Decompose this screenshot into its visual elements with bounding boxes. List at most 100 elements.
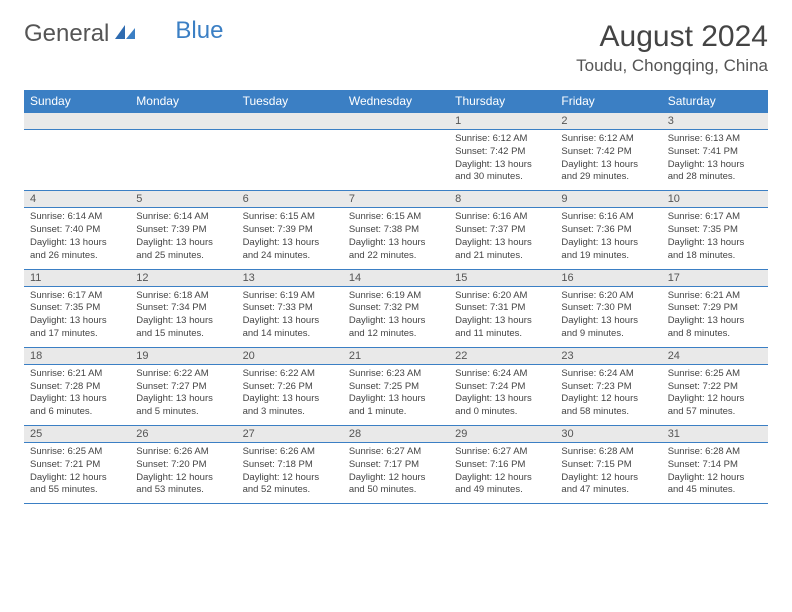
daylight-text: Daylight: 13 hours and 3 minutes. [243, 393, 337, 419]
sunset-text: Sunset: 7:32 PM [349, 302, 443, 315]
day-number [130, 113, 236, 130]
day-number: 4 [24, 191, 130, 208]
day-number: 22 [449, 347, 555, 364]
day-header: Sunday [24, 90, 130, 112]
daynum-row: 25262728293031 [24, 426, 768, 443]
daylight-text: Daylight: 13 hours and 8 minutes. [668, 315, 762, 341]
sunset-text: Sunset: 7:41 PM [668, 146, 762, 159]
day-header: Thursday [449, 90, 555, 112]
daynum-row: 45678910 [24, 191, 768, 208]
day-cell: Sunrise: 6:12 AMSunset: 7:42 PMDaylight:… [449, 130, 555, 191]
sunset-text: Sunset: 7:40 PM [30, 224, 124, 237]
daynum-row: 18192021222324 [24, 347, 768, 364]
sunset-text: Sunset: 7:18 PM [243, 459, 337, 472]
daylight-text: Daylight: 12 hours and 53 minutes. [136, 472, 230, 498]
logo-sail-icon [115, 20, 137, 48]
sunrise-text: Sunrise: 6:25 AM [30, 446, 124, 459]
daylight-text: Daylight: 13 hours and 0 minutes. [455, 393, 549, 419]
day-cell: Sunrise: 6:27 AMSunset: 7:17 PMDaylight:… [343, 443, 449, 504]
day-number: 10 [662, 191, 768, 208]
day-cell: Sunrise: 6:25 AMSunset: 7:22 PMDaylight:… [662, 364, 768, 425]
day-cell: Sunrise: 6:14 AMSunset: 7:40 PMDaylight:… [24, 208, 130, 269]
daylight-text: Daylight: 13 hours and 12 minutes. [349, 315, 443, 341]
day-number: 18 [24, 347, 130, 364]
sunset-text: Sunset: 7:35 PM [668, 224, 762, 237]
brand-logo: General Blue [24, 20, 223, 48]
data-row: Sunrise: 6:21 AMSunset: 7:28 PMDaylight:… [24, 364, 768, 425]
day-number: 23 [555, 347, 661, 364]
day-number [343, 113, 449, 130]
day-cell: Sunrise: 6:13 AMSunset: 7:41 PMDaylight:… [662, 130, 768, 191]
daylight-text: Daylight: 13 hours and 22 minutes. [349, 237, 443, 263]
day-number [237, 113, 343, 130]
sunrise-text: Sunrise: 6:16 AM [455, 211, 549, 224]
sunrise-text: Sunrise: 6:19 AM [243, 290, 337, 303]
daylight-text: Daylight: 12 hours and 50 minutes. [349, 472, 443, 498]
day-number: 6 [237, 191, 343, 208]
sunrise-text: Sunrise: 6:22 AM [243, 368, 337, 381]
sunset-text: Sunset: 7:14 PM [668, 459, 762, 472]
day-number: 14 [343, 269, 449, 286]
sunrise-text: Sunrise: 6:24 AM [455, 368, 549, 381]
day-number: 27 [237, 426, 343, 443]
sunset-text: Sunset: 7:16 PM [455, 459, 549, 472]
sunrise-text: Sunrise: 6:19 AM [349, 290, 443, 303]
day-cell [24, 130, 130, 191]
sunset-text: Sunset: 7:36 PM [561, 224, 655, 237]
calendar-body: 12 3 Sunrise: 6:12 AMSunset: 7:42 PMDaylig… [24, 112, 768, 504]
daylight-text: Daylight: 13 hours and 11 minutes. [455, 315, 549, 341]
daylight-text: Daylight: 12 hours and 57 minutes. [668, 393, 762, 419]
sunrise-text: Sunrise: 6:27 AM [455, 446, 549, 459]
sunrise-text: Sunrise: 6:15 AM [349, 211, 443, 224]
day-number: 9 [555, 191, 661, 208]
day-number [24, 113, 130, 130]
daylight-text: Daylight: 13 hours and 1 minute. [349, 393, 443, 419]
day-number: 16 [555, 269, 661, 286]
day-cell: Sunrise: 6:24 AMSunset: 7:23 PMDaylight:… [555, 364, 661, 425]
day-number: 15 [449, 269, 555, 286]
daylight-text: Daylight: 13 hours and 5 minutes. [136, 393, 230, 419]
day-cell [237, 130, 343, 191]
day-number: 24 [662, 347, 768, 364]
sunrise-text: Sunrise: 6:28 AM [668, 446, 762, 459]
sunrise-text: Sunrise: 6:12 AM [455, 133, 549, 146]
sunset-text: Sunset: 7:20 PM [136, 459, 230, 472]
data-row: Sunrise: 6:25 AMSunset: 7:21 PMDaylight:… [24, 443, 768, 504]
brand-part1: General [24, 20, 109, 48]
day-number: 2 [555, 113, 661, 130]
daylight-text: Daylight: 13 hours and 17 minutes. [30, 315, 124, 341]
sunrise-text: Sunrise: 6:13 AM [668, 133, 762, 146]
day-cell: Sunrise: 6:14 AMSunset: 7:39 PMDaylight:… [130, 208, 236, 269]
title-block: August 2024 Toudu, Chongqing, China [576, 20, 768, 76]
day-number: 31 [662, 426, 768, 443]
sunset-text: Sunset: 7:34 PM [136, 302, 230, 315]
sunset-text: Sunset: 7:39 PM [243, 224, 337, 237]
daylight-text: Daylight: 13 hours and 14 minutes. [243, 315, 337, 341]
sunrise-text: Sunrise: 6:26 AM [243, 446, 337, 459]
sunset-text: Sunset: 7:37 PM [455, 224, 549, 237]
day-number: 30 [555, 426, 661, 443]
day-number: 12 [130, 269, 236, 286]
day-number: 25 [24, 426, 130, 443]
data-row: Sunrise: 6:17 AMSunset: 7:35 PMDaylight:… [24, 286, 768, 347]
day-cell: Sunrise: 6:27 AMSunset: 7:16 PMDaylight:… [449, 443, 555, 504]
daylight-text: Daylight: 13 hours and 15 minutes. [136, 315, 230, 341]
daylight-text: Daylight: 13 hours and 19 minutes. [561, 237, 655, 263]
day-cell: Sunrise: 6:18 AMSunset: 7:34 PMDaylight:… [130, 286, 236, 347]
day-number: 3 [662, 113, 768, 130]
day-cell: Sunrise: 6:17 AMSunset: 7:35 PMDaylight:… [662, 208, 768, 269]
day-number: 8 [449, 191, 555, 208]
sunset-text: Sunset: 7:25 PM [349, 381, 443, 394]
day-cell: Sunrise: 6:24 AMSunset: 7:24 PMDaylight:… [449, 364, 555, 425]
sunrise-text: Sunrise: 6:17 AM [668, 211, 762, 224]
day-cell: Sunrise: 6:26 AMSunset: 7:18 PMDaylight:… [237, 443, 343, 504]
day-cell: Sunrise: 6:22 AMSunset: 7:26 PMDaylight:… [237, 364, 343, 425]
sunrise-text: Sunrise: 6:24 AM [561, 368, 655, 381]
sunset-text: Sunset: 7:22 PM [668, 381, 762, 394]
sunrise-text: Sunrise: 6:20 AM [561, 290, 655, 303]
sunrise-text: Sunrise: 6:16 AM [561, 211, 655, 224]
daylight-text: Daylight: 13 hours and 18 minutes. [668, 237, 762, 263]
sunrise-text: Sunrise: 6:25 AM [668, 368, 762, 381]
sunset-text: Sunset: 7:27 PM [136, 381, 230, 394]
day-cell: Sunrise: 6:21 AMSunset: 7:29 PMDaylight:… [662, 286, 768, 347]
